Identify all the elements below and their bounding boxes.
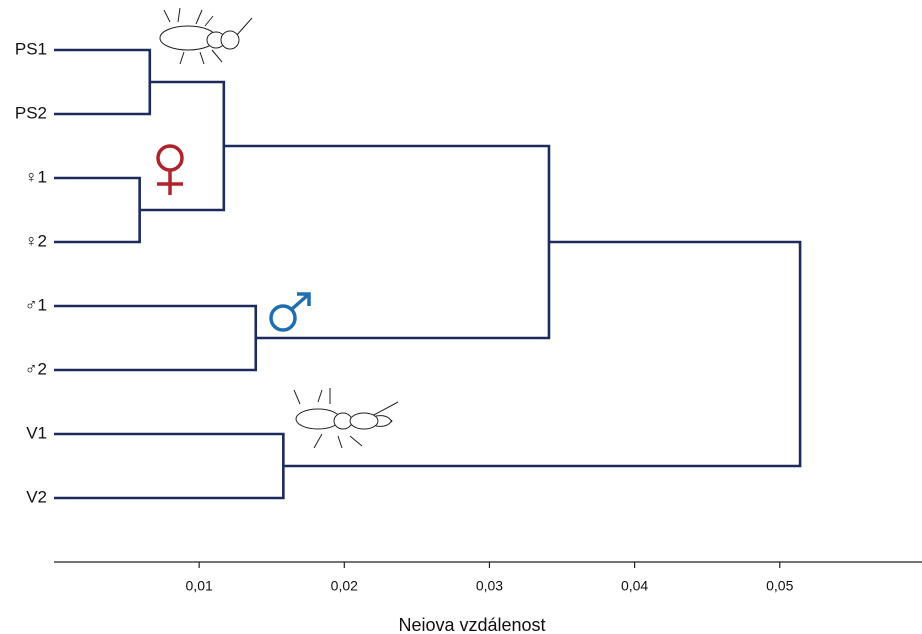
leaf-label: V2 [26,487,47,506]
x-tick-label: 0,04 [621,578,648,594]
link [54,176,141,244]
x-axis-label: Neiova vzdálenost [398,615,545,634]
x-tick-label: 0,02 [331,578,358,594]
leaf-label: PS2 [15,103,47,122]
link [223,144,551,340]
male-symbol [269,292,311,332]
x-tick-label: 0,01 [186,578,213,594]
link [139,80,226,212]
leaf-label: ♂1 [25,295,47,314]
link [54,48,152,116]
link [54,432,285,500]
soldier-termite-icon [293,388,399,449]
female-symbol [156,144,184,195]
link [54,304,258,372]
link [283,240,802,468]
leaf-label: ♀1 [25,167,47,186]
x-tick-label: 0,05 [766,578,793,594]
leaf-label: ♂2 [25,359,47,378]
worker-termite-icon [159,7,253,65]
x-tick-label: 0,03 [476,578,503,594]
leaf-label: PS1 [15,39,47,58]
leaf-label: V1 [26,423,47,442]
leaf-label: ♀2 [25,231,47,250]
